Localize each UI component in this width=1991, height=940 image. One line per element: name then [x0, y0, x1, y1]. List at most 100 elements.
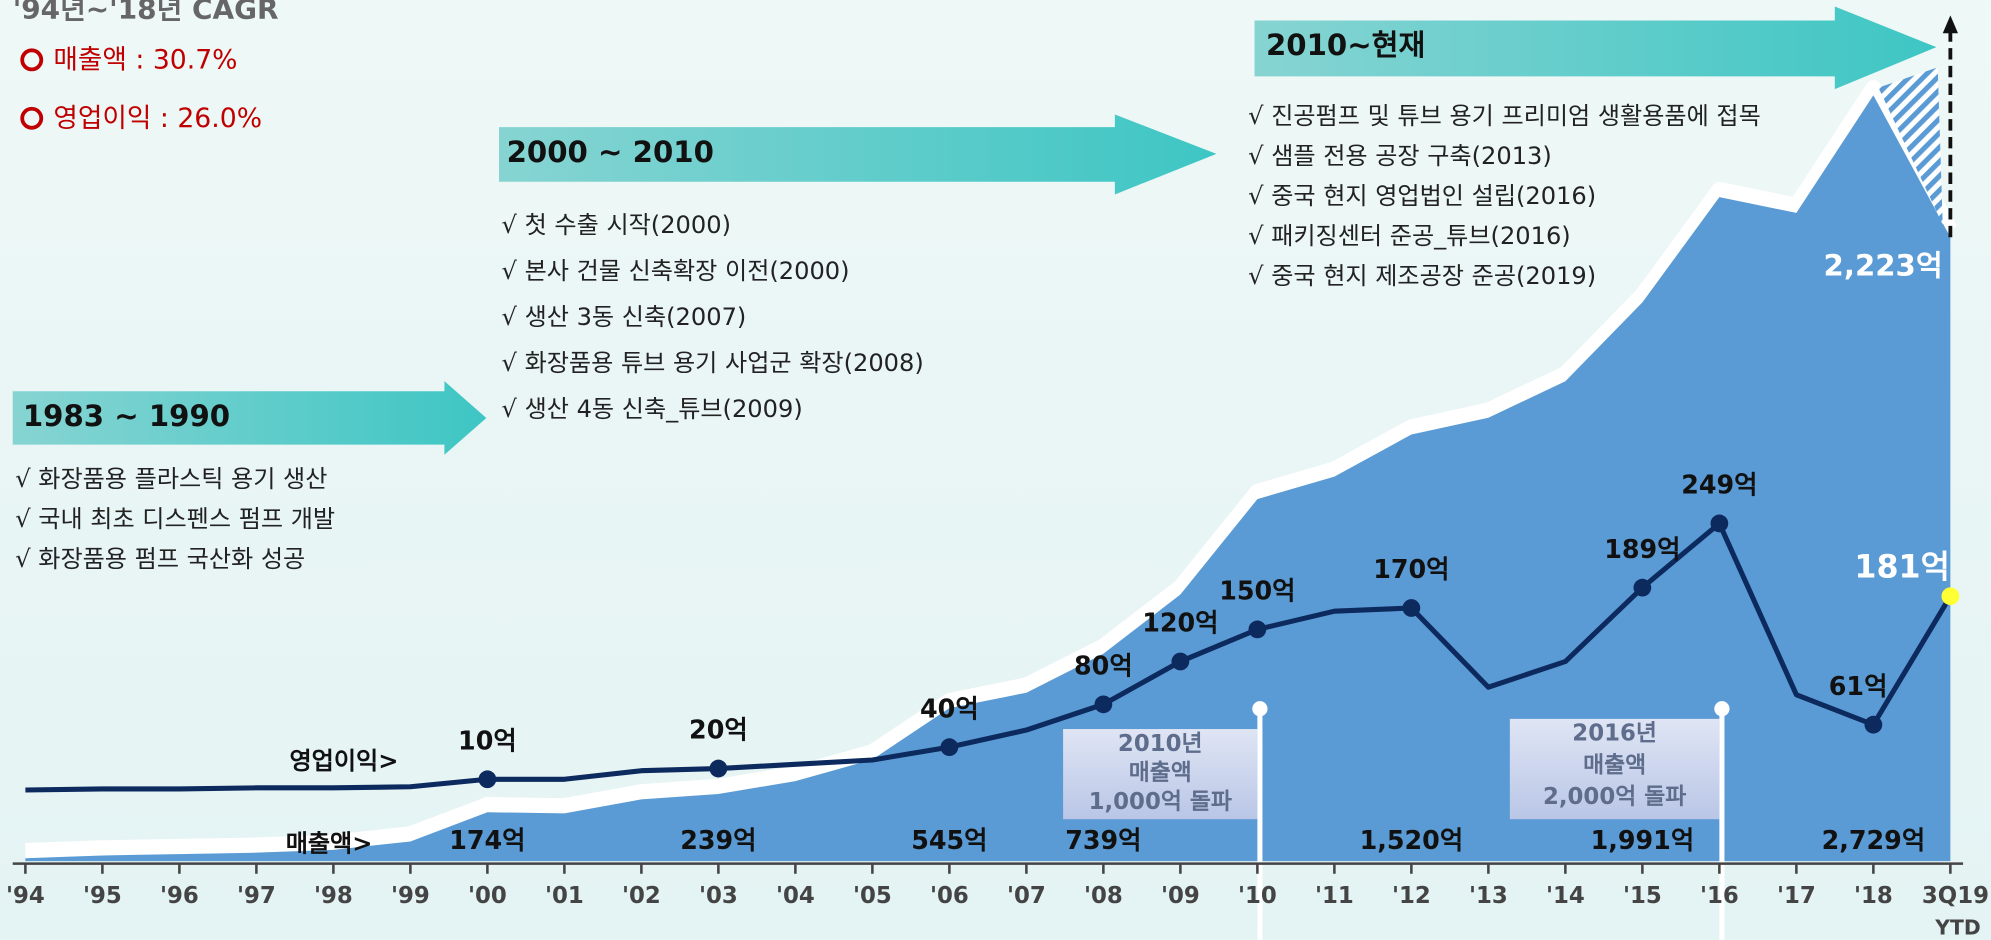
period-item: √ 화장품용 펌프 국산화 성공 — [15, 545, 305, 573]
revenue-label: 2,729억 — [1822, 825, 1926, 855]
x-tick-label: '18 — [1854, 883, 1893, 909]
profit-point — [709, 759, 728, 778]
period-arrow — [12, 381, 487, 455]
x-tick-label: '15 — [1623, 883, 1662, 909]
cagr-item: 매출액 : 30.7% — [53, 45, 237, 76]
profit-label: 61억 — [1829, 671, 1888, 701]
profit-point — [478, 770, 497, 789]
annotation-text: 2010년 — [1118, 731, 1203, 757]
period-arrow — [499, 114, 1217, 195]
period-item: √ 샘플 전용 공장 구축(2013) — [1248, 142, 1552, 170]
period-title: 1983 ~ 1990 — [23, 399, 230, 433]
x-tick-label: '06 — [930, 883, 969, 909]
profit-label: 20억 — [689, 715, 748, 745]
profit-label: 120억 — [1142, 608, 1218, 638]
x-tick-label: '16 — [1700, 883, 1739, 909]
x-tick-note: YTD — [1934, 915, 1980, 939]
profit-point — [1941, 587, 1960, 606]
annotation-text: 1,000억 돌파 — [1089, 789, 1232, 815]
period-item: √ 생산 4동 신축_튜브(2009) — [502, 395, 803, 423]
profit-label: 10억 — [458, 725, 517, 755]
period-item: √ 화장품용 튜브 용기 사업군 확장(2008) — [502, 349, 924, 377]
x-tick-label: '17 — [1777, 883, 1816, 909]
x-tick-label: '05 — [853, 883, 892, 909]
bullet-circle — [20, 48, 44, 72]
x-tick-label: '00 — [468, 883, 507, 909]
x-tick-label: '12 — [1392, 883, 1431, 909]
profit-point — [1710, 514, 1729, 533]
x-tick-label: '99 — [391, 883, 430, 909]
profit-label: 249억 — [1681, 470, 1757, 500]
annotation-text: 매출액 — [1583, 752, 1646, 778]
profit-point — [1402, 599, 1421, 617]
x-tick-label: '96 — [160, 883, 199, 909]
period-title: 2010~현재 — [1266, 28, 1425, 62]
profit-label: 189억 — [1604, 534, 1680, 564]
x-tick-label: '03 — [699, 883, 738, 909]
x-tick-label: '10 — [1238, 883, 1277, 909]
period-item: √ 진공펌프 및 튜브 용기 프리미엄 생활용품에 접목 — [1248, 102, 1761, 130]
revenue-label: 1,991억 — [1591, 825, 1695, 855]
x-tick-label: '01 — [545, 883, 584, 909]
annotation-text: 2016년 — [1572, 721, 1657, 747]
revenue-label: 174억 — [449, 825, 525, 855]
revenue-label: 2,223억 — [1824, 249, 1943, 283]
cagr-item: 영업이익 : 26.0% — [53, 103, 262, 134]
profit-point — [1864, 715, 1883, 734]
period-item: √ 첫 수출 시작(2000) — [502, 211, 731, 239]
profit-label: 80억 — [1074, 651, 1133, 681]
revenue-label: 739억 — [1065, 825, 1141, 855]
annotation-text: 2,000억 돌파 — [1543, 784, 1686, 810]
x-tick-label: '04 — [776, 883, 815, 909]
profit-label: 150억 — [1219, 576, 1295, 606]
x-tick-label: '11 — [1315, 883, 1354, 909]
annotation-dot — [1252, 701, 1268, 717]
annotation-text: 매출액 — [1129, 760, 1192, 786]
growth-hatch — [1878, 67, 1943, 225]
annotation-dot — [1714, 701, 1730, 717]
profit-point — [940, 738, 959, 757]
cagr-title: '94년~'18년 CAGR — [13, 0, 279, 25]
profit-label: 170억 — [1373, 554, 1449, 584]
x-tick-label: 3Q19 — [1922, 883, 1989, 909]
profit-label: 181억 — [1854, 549, 1949, 585]
revenue-outline — [25, 80, 1958, 859]
x-tick-label: '08 — [1084, 883, 1123, 909]
x-tick-label: '97 — [237, 883, 276, 909]
period-item: √ 화장품용 플라스틱 용기 생산 — [15, 465, 327, 493]
x-tick-label: '09 — [1161, 883, 1200, 909]
x-tick-label: '14 — [1546, 883, 1585, 909]
profit-point — [1248, 620, 1267, 639]
growth-arrowhead — [1942, 15, 1958, 34]
x-tick-label: '07 — [1007, 883, 1046, 909]
series-label: 영업이익> — [290, 747, 399, 775]
profit-point — [1633, 578, 1652, 597]
series-label: 매출액> — [286, 830, 373, 858]
x-tick-label: '95 — [83, 883, 122, 909]
profit-point — [1094, 695, 1113, 714]
decor — [12, 6, 1937, 455]
profit-label: 40억 — [920, 693, 979, 723]
revenue-label: 1,520억 — [1360, 825, 1464, 855]
period-title: 2000 ~ 2010 — [507, 135, 714, 169]
profit-point — [1171, 652, 1190, 671]
period-item: √ 생산 3동 신축(2007) — [502, 303, 747, 331]
x-tick-label: '98 — [314, 883, 353, 909]
period-item: √ 패키징센터 준공_튜브(2016) — [1248, 222, 1571, 250]
x-tick-label: '13 — [1469, 883, 1508, 909]
period-item: √ 국내 최초 디스펜스 펌프 개발 — [15, 505, 335, 533]
period-arrow — [1254, 6, 1937, 90]
annotation-box — [1509, 718, 1720, 820]
period-item: √ 본사 건물 신축확장 이전(2000) — [502, 257, 850, 285]
profit-line — [25, 520, 1953, 793]
bullet-circle — [20, 106, 44, 130]
x-tick-label: '02 — [622, 883, 661, 909]
revenue-label: 545억 — [911, 825, 987, 855]
period-item: √ 중국 현지 제조공장 준공(2019) — [1248, 262, 1596, 290]
period-item: √ 중국 현지 영업법인 설립(2016) — [1248, 182, 1596, 210]
annotation-box — [1063, 729, 1258, 820]
x-tick-label: '94 — [6, 883, 45, 909]
revenue-label: 239억 — [680, 825, 756, 855]
